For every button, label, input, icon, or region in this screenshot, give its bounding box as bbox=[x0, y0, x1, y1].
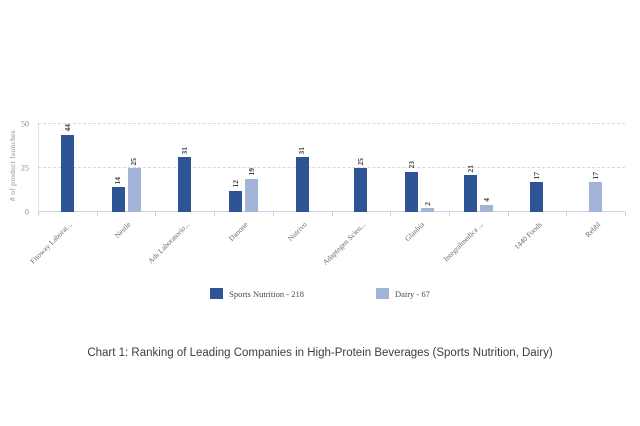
x-tick-mark bbox=[331, 212, 333, 216]
bar bbox=[60, 134, 74, 212]
bar-value-label: 21 bbox=[465, 164, 475, 173]
category-group: 12 19 bbox=[214, 124, 273, 212]
y-axis-tick-labels: 0 25 50 bbox=[0, 120, 34, 217]
y-tick-label: 0 bbox=[25, 207, 29, 217]
bar-unit: 21 bbox=[463, 164, 477, 212]
x-axis-line bbox=[38, 211, 625, 212]
grid-line bbox=[38, 167, 625, 168]
bar-value-label: 44 bbox=[62, 124, 72, 132]
bar-value-label: 17 bbox=[532, 171, 542, 180]
legend-swatch bbox=[375, 288, 389, 299]
plot-area: 44 14 25 31 12 19 31 25 23 2 21 4 17 17 bbox=[38, 123, 626, 216]
bar bbox=[354, 168, 368, 212]
bar-unit: 25 bbox=[354, 157, 368, 212]
bar bbox=[228, 190, 242, 212]
x-category-label: Fitoway Laborat... bbox=[28, 220, 74, 266]
bar-value-label: 31 bbox=[180, 146, 189, 155]
x-tick-mark bbox=[38, 212, 39, 216]
category-group: 17 bbox=[566, 124, 625, 212]
category-group: 17 bbox=[508, 124, 567, 212]
bar bbox=[589, 182, 603, 212]
bar-value-label: 4 bbox=[481, 198, 491, 202]
bar-unit: 2 bbox=[421, 201, 435, 212]
x-category-label: Nutrivo bbox=[285, 220, 309, 243]
bar-value-label: 25 bbox=[356, 157, 366, 166]
x-tick-mark bbox=[507, 212, 509, 216]
chart-caption: Chart 1: Ranking of Leading Companies in… bbox=[87, 347, 553, 359]
grid-line bbox=[38, 123, 625, 124]
bar-unit: 19 bbox=[244, 168, 258, 212]
bar bbox=[405, 171, 419, 212]
x-tick-mark bbox=[448, 212, 450, 216]
y-axis-line bbox=[38, 124, 39, 212]
bar-unit: 4 bbox=[479, 198, 493, 212]
bars-layer: 44 14 25 31 12 19 31 25 23 2 21 4 17 17 bbox=[38, 124, 625, 212]
x-category-label: 1440 Foods bbox=[512, 220, 544, 252]
category-group: 25 bbox=[332, 124, 391, 212]
legend-label: Dairy - 67 bbox=[394, 288, 430, 299]
bar-unit: 14 bbox=[111, 176, 125, 212]
x-category-label: Nestle bbox=[112, 220, 133, 240]
bar-value-label: 12 bbox=[230, 180, 240, 188]
bar-value-label: 31 bbox=[297, 146, 307, 155]
bar-unit: 17 bbox=[530, 171, 544, 212]
bar-unit: 23 bbox=[405, 161, 419, 212]
bar bbox=[463, 175, 477, 212]
legend-item: Sports Nutrition - 218 bbox=[210, 288, 304, 299]
category-group: 31 bbox=[273, 124, 332, 212]
bar bbox=[421, 208, 435, 212]
bar bbox=[530, 182, 544, 212]
bar-unit: 44 bbox=[60, 124, 74, 212]
legend-swatch bbox=[210, 288, 224, 299]
bar bbox=[295, 157, 309, 212]
bar-unit: 25 bbox=[127, 157, 141, 212]
x-category-label: Rebbl bbox=[582, 220, 603, 240]
bar-unit: 31 bbox=[178, 146, 192, 212]
bar bbox=[127, 168, 141, 212]
x-tick-mark bbox=[390, 212, 392, 216]
bar-value-label: 19 bbox=[246, 168, 256, 176]
x-tick-mark bbox=[155, 212, 157, 216]
legend-label: Sports Nutrition - 218 bbox=[229, 288, 304, 299]
y-tick-label: 25 bbox=[21, 163, 29, 173]
category-group: 44 bbox=[38, 124, 97, 212]
x-axis-labels: Fitoway Laborat... Nestle Ads Laboratorio.… bbox=[28, 218, 625, 284]
bar-value-label: 17 bbox=[590, 171, 600, 180]
bar-value-label: 25 bbox=[129, 157, 139, 166]
x-tick-mark bbox=[625, 212, 626, 216]
bar-value-label: 14 bbox=[113, 176, 123, 185]
legend-item: Dairy - 67 bbox=[375, 288, 430, 299]
bar-value-label: 23 bbox=[406, 161, 416, 169]
x-category-label: Integralmedica ... bbox=[441, 220, 485, 264]
x-category-label: Ads Laboratorio... bbox=[145, 220, 192, 266]
bar-unit: 31 bbox=[295, 146, 309, 212]
y-tick-label: 50 bbox=[21, 119, 29, 129]
x-tick-mark bbox=[272, 212, 274, 216]
x-category-label: Adaptogen Scien... bbox=[320, 220, 368, 267]
x-tick-mark bbox=[214, 212, 216, 216]
legend: Sports Nutrition - 218 Dairy - 67 bbox=[0, 288, 640, 299]
bar-unit: 12 bbox=[228, 180, 242, 212]
x-category-label: Glanbia bbox=[402, 220, 426, 244]
x-tick-mark bbox=[96, 212, 98, 216]
category-group: 21 4 bbox=[449, 124, 508, 212]
bar bbox=[178, 157, 192, 212]
category-group: 14 25 bbox=[97, 124, 156, 212]
bar bbox=[479, 204, 493, 212]
bar bbox=[244, 178, 258, 212]
x-tick-mark bbox=[566, 212, 568, 216]
bar-value-label: 2 bbox=[422, 201, 432, 206]
category-group: 23 2 bbox=[390, 124, 449, 212]
category-group: 31 bbox=[155, 124, 214, 212]
bar bbox=[111, 187, 125, 212]
x-category-label: Danone bbox=[226, 220, 250, 243]
bar-unit: 17 bbox=[589, 171, 603, 212]
